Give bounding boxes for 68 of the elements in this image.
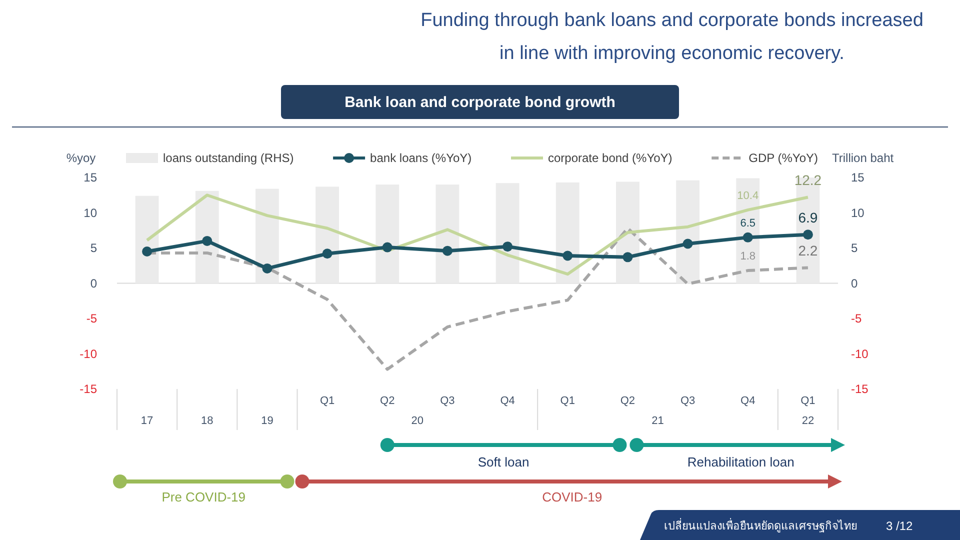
y-tick-label: 0 — [90, 276, 98, 290]
point — [382, 242, 392, 252]
point — [682, 238, 693, 249]
point — [142, 246, 152, 257]
data-label: 2.2 — [798, 242, 818, 259]
data-label: 6.5 — [740, 217, 756, 230]
y-tick-label: 15 — [84, 170, 98, 184]
bar — [496, 183, 520, 284]
text: Rehabilitation loan — [687, 454, 794, 470]
bar — [135, 196, 159, 284]
y2-tick-label: -5 — [851, 312, 862, 326]
y-tick-label: 5 — [90, 241, 98, 255]
x-tick-label: Q1 — [320, 395, 335, 407]
y-tick-label: -10 — [80, 346, 98, 361]
y2-tick-label: 15 — [851, 170, 865, 184]
legend-label: corporate bond (%YoY) — [548, 151, 672, 165]
text: 20 — [411, 415, 424, 427]
y-tick-label: 10 — [84, 206, 98, 220]
point — [502, 242, 513, 252]
x-tick-label: Q3 — [440, 395, 455, 407]
x-tick-label: Q4 — [740, 395, 756, 407]
legend-label: bank loans (%YoY) — [370, 151, 472, 165]
y-tick-label: -5 — [86, 312, 98, 326]
point — [202, 236, 212, 246]
chart-subtitle: Bank loan and corporate bond growth — [344, 94, 616, 111]
text: 3 /12 — [886, 519, 914, 533]
bar — [556, 182, 580, 284]
text: COVID-19 — [542, 490, 602, 504]
y-axis-title: %yoy — [66, 151, 96, 165]
x-tick-label: Q2 — [380, 395, 395, 407]
bar — [376, 184, 400, 284]
text: เปลี่ยนแปลงเพื่อยืนหยัดดูแลเศรษฐกิจไทย — [664, 518, 857, 532]
point — [442, 246, 452, 256]
y2-tick-label: -10 — [851, 346, 869, 361]
x-tick-label: 18 — [201, 415, 214, 427]
chart-title: Funding through bank loans and corporate bonds increased in line with improving economic recovery. — [420, 10, 924, 64]
point — [562, 250, 573, 261]
point — [742, 232, 753, 242]
text: Pre COVID-19 — [162, 490, 246, 504]
text: Soft loan — [478, 454, 530, 470]
y2-tick-label: 10 — [851, 206, 865, 220]
x-tick-label: Q4 — [500, 395, 515, 407]
point — [322, 248, 332, 259]
y-tick-label: -15 — [80, 382, 98, 396]
y2-tick-label: -15 — [851, 382, 869, 396]
point — [802, 230, 813, 240]
data-label: 10.4 — [737, 190, 759, 202]
bar — [436, 184, 460, 284]
x-tick-label: Q1 — [800, 395, 816, 407]
x-tick-label: Q3 — [680, 395, 696, 407]
bar — [676, 180, 700, 284]
y2-tick-label: 0 — [851, 276, 858, 290]
y2-axis-title: Trillion baht — [832, 151, 894, 165]
y2-tick-label: 5 — [851, 241, 858, 255]
legend-label: loans outstanding (RHS) — [163, 151, 294, 165]
x-tick-label: 17 — [140, 415, 154, 427]
x-tick-label: Q2 — [620, 395, 636, 407]
x-tick-label: Q1 — [560, 395, 575, 407]
data-label: 6.9 — [798, 210, 818, 226]
point — [622, 252, 633, 262]
data-label: 12.2 — [794, 172, 822, 188]
legend-label: GDP (%YoY) — [748, 151, 818, 165]
text: 21 — [652, 415, 664, 427]
data-label: 1.8 — [740, 250, 756, 263]
point — [262, 263, 272, 274]
x-tick-label: 19 — [261, 415, 274, 427]
text: 22 — [802, 415, 814, 427]
bar — [316, 186, 340, 284]
